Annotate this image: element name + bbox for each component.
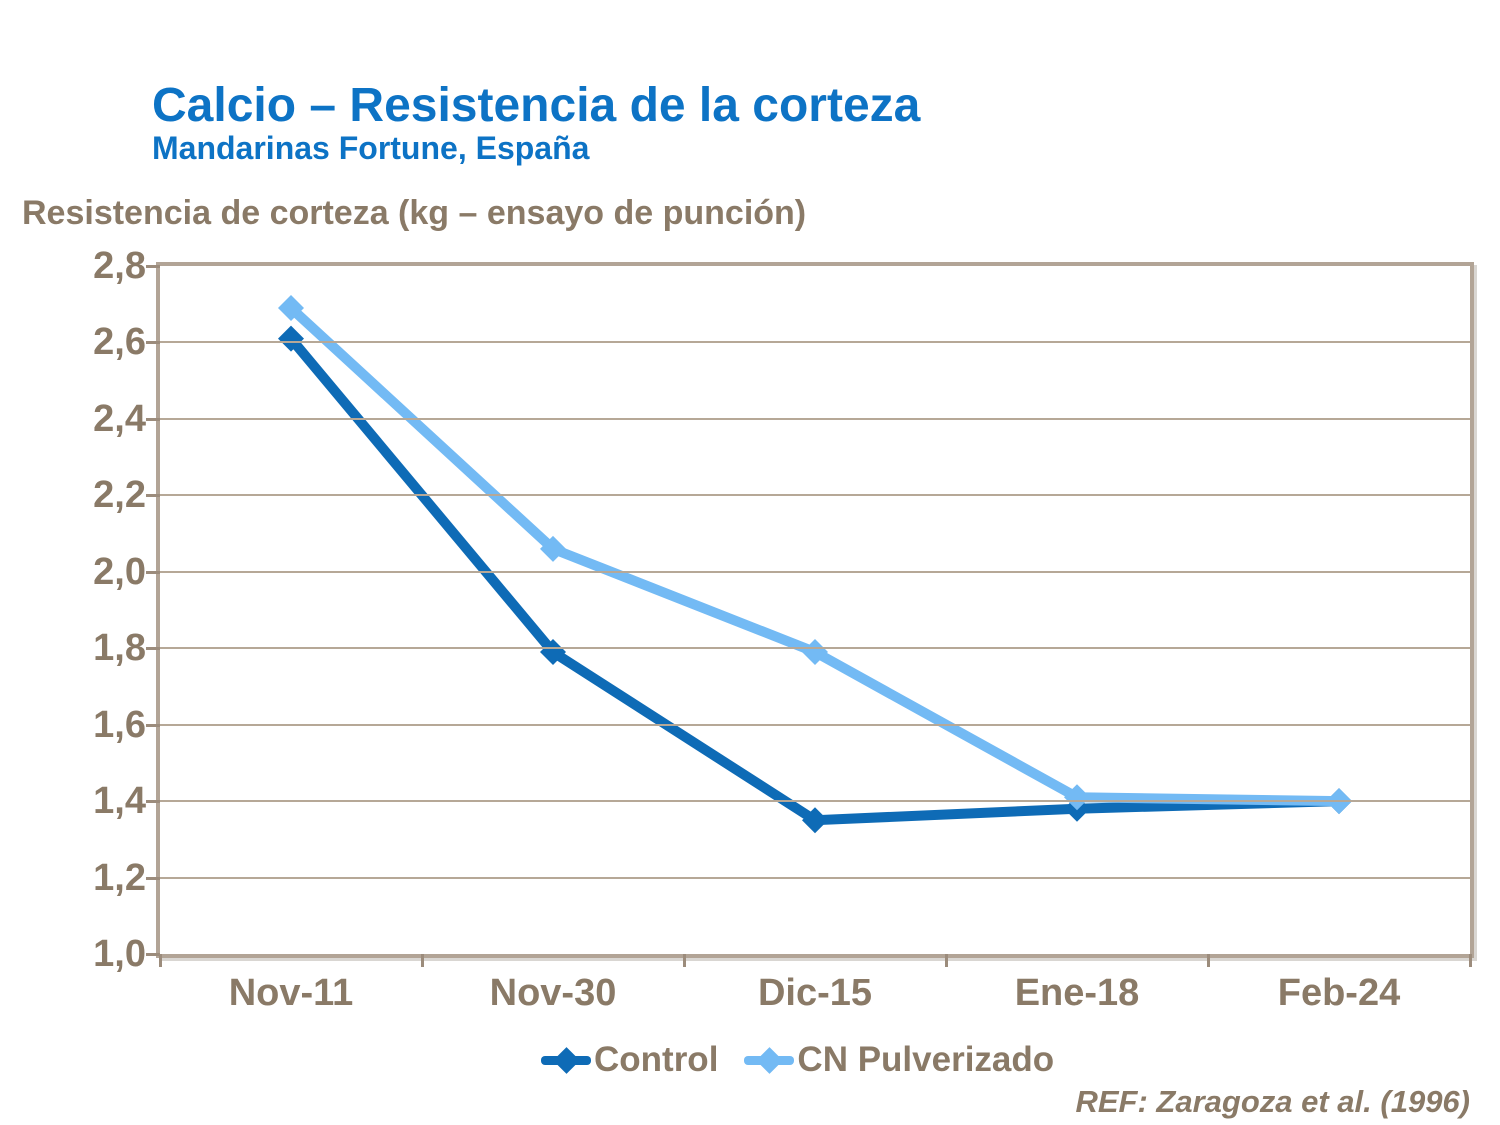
x-tick-label: Nov-30	[489, 972, 617, 1014]
data-point-marker-control	[802, 807, 828, 834]
line-chart	[278, 295, 1352, 834]
y-tick	[146, 265, 160, 268]
y-tick	[146, 953, 160, 956]
y-axis-title: Resistencia de corteza (kg – ensayo de p…	[22, 194, 807, 232]
legend-item: Control	[541, 1040, 718, 1080]
y-tick-label: 1,2	[93, 856, 146, 899]
x-tick-label: Dic-15	[757, 972, 873, 1014]
data-point-marker-cn-pulverizado	[540, 535, 566, 562]
x-tick	[1469, 954, 1472, 967]
legend-marker	[541, 1040, 591, 1080]
y-tick-label: 2,4	[93, 397, 146, 440]
slide-subtitle: Mandarinas Fortune, España	[152, 130, 590, 166]
y-tick	[146, 570, 160, 574]
data-point-marker-cn-pulverizado	[802, 639, 828, 666]
legend-label: CN Pulverizado	[797, 1040, 1055, 1079]
y-tick-label: 2,8	[93, 245, 146, 287]
y-tick	[146, 417, 160, 421]
data-point-marker-cn-pulverizado	[278, 295, 304, 322]
reference-citation: REF: Zaragoza et al. (1996)	[1075, 1084, 1470, 1119]
x-tick-label: Ene-18	[1014, 972, 1140, 1014]
y-tick	[146, 876, 160, 880]
data-point-marker-cn-pulverizado	[1064, 784, 1090, 811]
y-tick	[146, 341, 160, 345]
y-tick-label: 2,2	[93, 474, 146, 517]
x-tick-label: Nov-11	[228, 972, 354, 1014]
gridline	[160, 876, 1470, 879]
series-line-cn-pulverizado	[287, 304, 1340, 807]
x-tick	[421, 954, 424, 967]
y-tick-label: 1,0	[93, 933, 146, 975]
y-tick	[146, 494, 160, 498]
plot-frame	[156, 262, 1474, 958]
y-tick-label: 2,0	[93, 550, 146, 593]
gridline	[160, 723, 1470, 726]
y-tick-label: 1,8	[93, 627, 146, 670]
gridline	[160, 647, 1470, 650]
gridline	[160, 800, 1470, 803]
slide-title: Calcio – Resistencia de la corteza	[152, 79, 921, 132]
x-tick	[159, 954, 162, 967]
x-tick	[945, 954, 948, 967]
gridline	[160, 570, 1470, 573]
legend-marker	[744, 1040, 795, 1080]
y-tick	[146, 723, 160, 727]
x-tick-label: Feb-24	[1277, 972, 1401, 1014]
legend-diamond-icon	[756, 1047, 784, 1074]
gridline	[160, 417, 1470, 420]
y-tick	[146, 800, 160, 804]
data-point-marker-control	[278, 325, 304, 352]
gridline	[160, 341, 1470, 344]
plot-area	[160, 266, 1470, 954]
y-tick-label: 2,6	[93, 321, 146, 364]
series-line-control	[287, 335, 1340, 826]
legend-label: Control	[594, 1040, 719, 1079]
data-point-marker-control	[540, 639, 566, 666]
chart-legend: Control CN Pulverizado	[541, 1040, 1054, 1080]
y-tick-label: 1,4	[93, 780, 146, 823]
x-tick	[683, 954, 686, 967]
legend-diamond-icon	[553, 1047, 580, 1074]
legend-item: CN Pulverizado	[744, 1040, 1054, 1080]
gridline	[160, 494, 1470, 497]
y-tick	[146, 647, 160, 651]
y-tick-label: 1,6	[93, 703, 146, 746]
x-tick	[1207, 954, 1210, 967]
